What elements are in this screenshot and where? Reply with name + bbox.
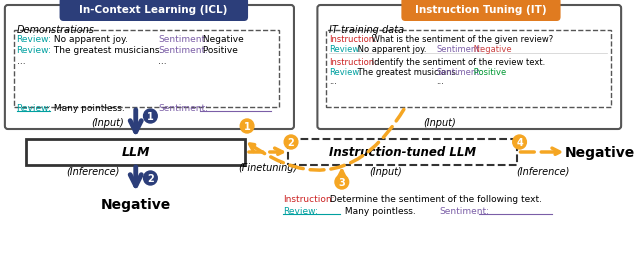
Text: Instruction:: Instruction: [284, 194, 335, 203]
Text: Sentiment:: Sentiment: [158, 46, 208, 55]
Text: Sentiment:: Sentiment: [436, 45, 483, 54]
Text: IT training data: IT training data [329, 25, 404, 35]
Text: What is the sentiment of the given review?: What is the sentiment of the given revie… [369, 35, 554, 44]
Circle shape [143, 171, 157, 185]
Text: (Finetuning): (Finetuning) [238, 162, 297, 172]
Text: ...: ... [329, 77, 337, 86]
Circle shape [284, 135, 298, 149]
Text: Review:: Review: [284, 206, 318, 215]
Text: ...: ... [158, 57, 167, 66]
FancyBboxPatch shape [317, 6, 621, 130]
Text: Identify the sentiment of the review text.: Identify the sentiment of the review tex… [369, 58, 545, 67]
Text: Positive: Positive [471, 68, 506, 77]
Text: 1: 1 [244, 121, 250, 132]
Text: ...: ... [17, 57, 25, 66]
Text: 2: 2 [147, 173, 154, 183]
Text: (Input): (Input) [369, 166, 402, 176]
Text: Negative: Negative [564, 146, 635, 159]
Text: Instruction-tuned LLM: Instruction-tuned LLM [329, 146, 476, 159]
FancyBboxPatch shape [60, 0, 248, 22]
Text: (Input): (Input) [91, 118, 124, 128]
Text: Demonstrations: Demonstrations [17, 25, 95, 35]
Circle shape [335, 175, 349, 189]
Text: Sentiment:: Sentiment: [158, 104, 208, 113]
Text: (Input): (Input) [423, 118, 456, 128]
Text: The greatest musicians.: The greatest musicians. [51, 46, 162, 55]
Text: Review:: Review: [17, 35, 51, 44]
Text: Instruction:: Instruction: [329, 58, 377, 67]
FancyBboxPatch shape [26, 139, 245, 165]
Text: (Inference): (Inference) [66, 166, 120, 176]
Circle shape [143, 109, 157, 123]
Text: LLM: LLM [122, 146, 150, 159]
Text: Review:: Review: [17, 46, 51, 55]
Text: 2: 2 [287, 137, 294, 147]
Text: No apparent joy.: No apparent joy. [355, 45, 426, 54]
Text: Positive: Positive [200, 46, 238, 55]
Text: 1: 1 [147, 112, 154, 121]
Text: ...: ... [436, 77, 444, 86]
Text: No apparent joy.: No apparent joy. [51, 35, 128, 44]
Text: Sentiment:: Sentiment: [440, 206, 490, 215]
Text: In-Context Learning (ICL): In-Context Learning (ICL) [79, 5, 227, 15]
Text: Sentiment:: Sentiment: [436, 68, 483, 77]
FancyBboxPatch shape [401, 0, 561, 22]
Text: Many pointless.: Many pointless. [342, 206, 415, 215]
FancyBboxPatch shape [288, 139, 516, 165]
Text: Review:: Review: [329, 45, 362, 54]
Text: 3: 3 [339, 177, 345, 187]
Text: Many pointless.: Many pointless. [51, 104, 125, 113]
FancyBboxPatch shape [5, 6, 294, 130]
Text: Instruction Tuning (IT): Instruction Tuning (IT) [415, 5, 547, 15]
Text: (Inference): (Inference) [516, 166, 570, 176]
Text: The greatest musicians.: The greatest musicians. [355, 68, 458, 77]
Circle shape [240, 120, 254, 133]
Text: Determine the sentiment of the following text.: Determine the sentiment of the following… [327, 194, 542, 203]
Text: Negative: Negative [100, 197, 171, 211]
Text: 4: 4 [516, 137, 523, 147]
Text: Review:: Review: [17, 104, 51, 113]
Text: Negative: Negative [200, 35, 244, 44]
Circle shape [513, 135, 526, 149]
Text: Review:: Review: [329, 68, 362, 77]
Text: Negative: Negative [471, 45, 511, 54]
Text: Sentiment:: Sentiment: [158, 35, 208, 44]
Text: Instruction:: Instruction: [329, 35, 377, 44]
FancyArrowPatch shape [250, 110, 404, 170]
